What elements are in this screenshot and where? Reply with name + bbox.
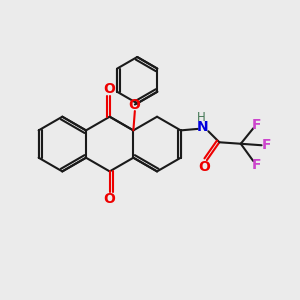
Text: N: N [197, 119, 209, 134]
Text: F: F [252, 158, 262, 172]
Text: O: O [199, 160, 210, 174]
Text: O: O [104, 82, 116, 96]
Text: O: O [128, 98, 140, 112]
Text: H: H [197, 111, 206, 124]
Text: F: F [252, 118, 262, 132]
Text: F: F [262, 138, 272, 152]
Text: O: O [104, 192, 116, 206]
